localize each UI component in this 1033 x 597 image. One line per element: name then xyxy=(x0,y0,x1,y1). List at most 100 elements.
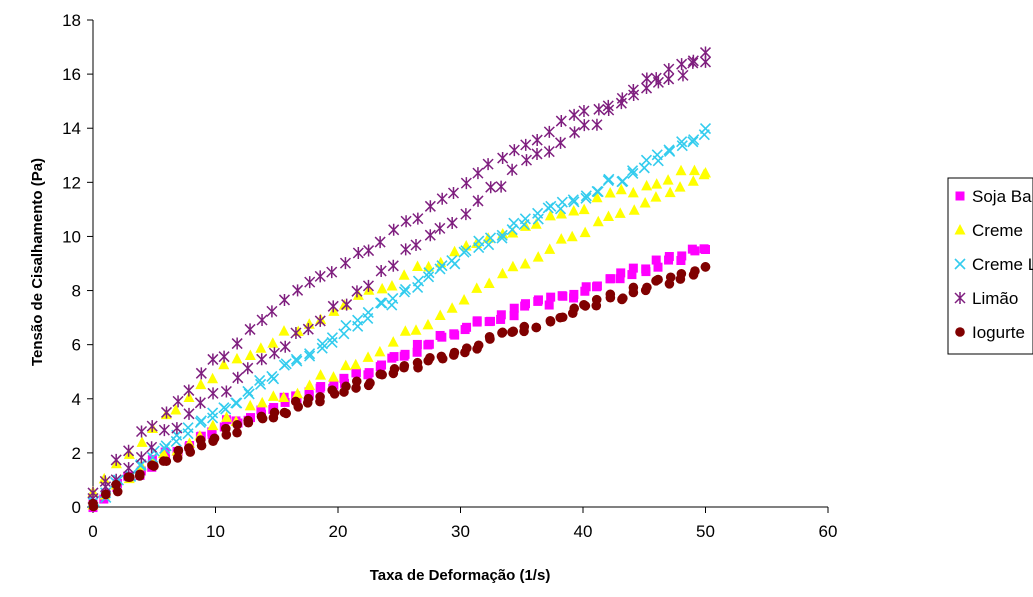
data-point xyxy=(302,323,314,336)
legend-label: Limão xyxy=(972,289,1018,308)
data-point xyxy=(338,299,350,310)
x-tick-label: 60 xyxy=(819,522,838,541)
data-point xyxy=(651,178,663,189)
data-point xyxy=(507,227,519,238)
data-point xyxy=(280,397,290,407)
data-point xyxy=(676,255,686,265)
data-point xyxy=(304,350,316,362)
data-point xyxy=(424,200,436,213)
series-lim-o xyxy=(87,46,712,505)
data-point xyxy=(278,391,290,403)
data-point xyxy=(458,293,470,305)
data-point xyxy=(497,152,509,165)
data-point xyxy=(508,326,519,337)
data-point xyxy=(603,210,615,221)
data-point xyxy=(326,332,338,344)
data-point xyxy=(496,310,506,320)
data-point xyxy=(362,279,374,292)
data-point xyxy=(158,424,170,437)
data-point xyxy=(374,236,386,249)
data-point xyxy=(640,82,653,95)
data-point xyxy=(207,412,219,424)
y-tick-label: 12 xyxy=(62,173,81,192)
series-soja-banana xyxy=(88,244,710,513)
data-point xyxy=(280,358,292,370)
data-point xyxy=(652,76,664,89)
data-point xyxy=(279,340,291,353)
data-point xyxy=(628,263,638,273)
data-point xyxy=(292,284,304,297)
data-point xyxy=(568,196,580,208)
data-point xyxy=(638,162,650,174)
data-point xyxy=(136,436,148,447)
data-point xyxy=(472,194,484,207)
data-point xyxy=(255,378,267,390)
data-point xyxy=(698,168,710,180)
data-point xyxy=(267,337,279,348)
data-point xyxy=(663,72,675,85)
data-point xyxy=(231,352,243,364)
legend-label: Creme Light xyxy=(972,255,1033,274)
data-point xyxy=(424,339,434,349)
x-axis-title: Taxa de Deformação (1/s) xyxy=(370,567,551,584)
data-point xyxy=(363,244,375,257)
data-point xyxy=(291,355,303,367)
data-point xyxy=(207,353,219,366)
data-point xyxy=(412,212,424,225)
data-point xyxy=(350,358,362,370)
data-point xyxy=(544,243,556,254)
data-point xyxy=(677,69,689,82)
data-point xyxy=(243,388,255,400)
data-point xyxy=(278,325,290,336)
data-point xyxy=(567,194,579,206)
data-point xyxy=(231,337,243,350)
data-point xyxy=(244,349,256,360)
data-point xyxy=(147,451,159,464)
data-point xyxy=(218,350,230,363)
data-point xyxy=(149,461,159,471)
y-tick-label: 14 xyxy=(62,119,81,138)
data-point xyxy=(327,300,339,313)
data-point xyxy=(581,282,591,292)
data-point xyxy=(640,154,653,166)
data-point xyxy=(387,336,399,347)
data-point xyxy=(220,403,232,415)
legend: Soja Banana Creme Creme Light Limão Iogurte xyxy=(947,177,1033,355)
data-point xyxy=(639,196,651,208)
data-point xyxy=(412,275,425,287)
data-point xyxy=(628,89,640,102)
data-point xyxy=(268,412,279,423)
data-point xyxy=(125,472,135,483)
data-point xyxy=(207,407,219,419)
data-point xyxy=(412,339,422,349)
data-point xyxy=(376,297,388,309)
data-point xyxy=(533,296,543,306)
legend-marker xyxy=(955,191,965,201)
y-tick-label: 10 xyxy=(62,227,81,246)
data-point xyxy=(195,435,206,445)
data-point xyxy=(653,262,663,272)
data-point xyxy=(664,255,674,265)
data-point xyxy=(460,208,472,221)
data-point xyxy=(699,55,712,68)
data-point xyxy=(664,279,675,289)
data-point xyxy=(434,263,446,275)
data-point xyxy=(483,239,495,251)
data-point xyxy=(687,136,699,148)
data-point xyxy=(374,345,386,357)
data-point xyxy=(519,258,531,269)
data-point xyxy=(315,369,327,380)
data-point xyxy=(398,286,410,298)
data-point xyxy=(651,149,663,161)
data-point xyxy=(664,145,676,157)
data-point xyxy=(292,387,304,399)
data-point xyxy=(605,289,616,300)
y-axis-title: Tensão de Cisalhamento (Pa) xyxy=(29,158,46,366)
data-point xyxy=(449,245,461,257)
data-point xyxy=(268,347,280,360)
data-point xyxy=(278,293,290,306)
data-point xyxy=(606,274,616,284)
data-point xyxy=(458,246,470,258)
legend-marker xyxy=(954,292,966,304)
data-point xyxy=(530,218,542,229)
